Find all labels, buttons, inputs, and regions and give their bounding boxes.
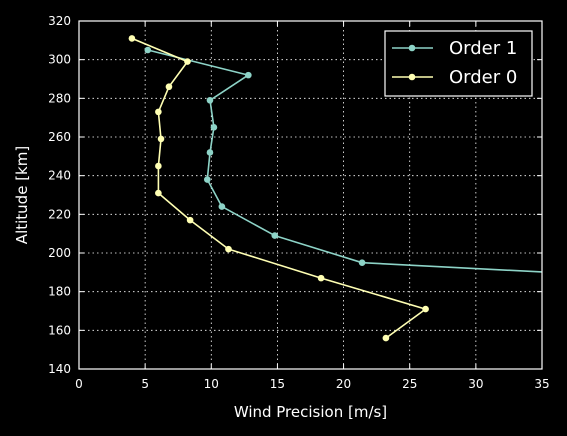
grid-lines — [79, 21, 542, 369]
data-point-order-1 — [144, 46, 152, 54]
data-point-order-0 — [155, 108, 162, 116]
x-tick-label: 5 — [141, 377, 149, 391]
y-tick-label: 180 — [48, 285, 71, 299]
data-point-order-0 — [422, 305, 429, 313]
plot-series — [128, 35, 542, 342]
legend: Order 1 Order 0 — [384, 30, 533, 97]
series-line-order-0 — [131, 37, 427, 339]
data-point-order-1 — [218, 203, 226, 210]
data-point-order-0 — [382, 334, 390, 342]
x-tick-label: 25 — [402, 377, 417, 391]
x-tick-label: 20 — [336, 377, 351, 391]
y-tick-label: 200 — [48, 246, 71, 260]
data-point-order-0 — [165, 83, 173, 91]
data-point-order-1 — [206, 149, 214, 156]
axis-ticks: 0 5 10 15 20 25 30 35 140 160 180 200 220 240 260 280 30… — [48, 14, 550, 391]
plot-frame — [78, 20, 543, 370]
legend-marker-order-1 — [408, 44, 416, 52]
data-point-order-0 — [155, 162, 162, 170]
x-axis-label: Wind Precision [m/s] — [234, 403, 387, 421]
legend-entry-order-1: Order 1 — [392, 38, 517, 59]
y-tick-label: 220 — [48, 207, 71, 221]
y-tick-label: 320 — [48, 14, 71, 28]
data-point-order-0 — [157, 135, 165, 143]
x-tick-label: 15 — [270, 377, 285, 391]
data-point-order-0 — [225, 245, 232, 253]
y-tick-label: 260 — [48, 130, 71, 144]
data-point-order-1 — [271, 232, 279, 239]
series-order-1 — [144, 46, 542, 273]
data-point-order-1 — [204, 176, 211, 183]
legend-marker-order-0 — [408, 73, 416, 81]
y-tick-label: 240 — [48, 169, 71, 183]
data-point-order-1 — [245, 71, 252, 79]
x-tick-label: 10 — [204, 377, 219, 391]
legend-box — [384, 30, 533, 97]
legend-label-order-0: Order 0 — [449, 67, 517, 88]
data-point-order-1 — [210, 124, 218, 131]
y-tick-label: 280 — [48, 91, 71, 105]
data-point-order-0 — [155, 189, 162, 197]
x-tick-label: 30 — [468, 377, 483, 391]
data-point-order-0 — [186, 216, 194, 224]
y-tick-label: 300 — [48, 53, 71, 67]
x-tick-label: 35 — [534, 377, 549, 391]
data-point-order-1 — [358, 259, 366, 266]
legend-label-order-1: Order 1 — [449, 38, 517, 59]
data-point-order-0 — [184, 58, 191, 65]
series-line-order-1 — [147, 49, 542, 273]
series-order-0 — [128, 35, 429, 342]
y-axis-label: Altitude [km] — [13, 146, 31, 244]
y-tick-label: 160 — [48, 323, 71, 337]
y-tick-label: 140 — [48, 362, 71, 376]
data-point-order-0 — [128, 35, 136, 42]
data-point-order-0 — [317, 274, 325, 282]
legend-entry-order-0: Order 0 — [392, 67, 517, 88]
data-point-order-1 — [206, 96, 214, 104]
x-tick-label: 0 — [75, 377, 83, 391]
